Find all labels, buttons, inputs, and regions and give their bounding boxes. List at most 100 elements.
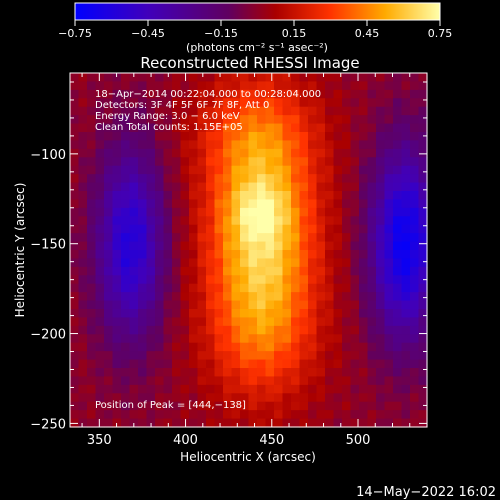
heatmap-cell: [248, 207, 258, 217]
heatmap-cell: [257, 342, 267, 352]
heatmap-cell: [291, 73, 301, 83]
heatmap-cell: [197, 250, 207, 260]
heatmap-cell: [291, 258, 301, 268]
heatmap-cell: [214, 376, 224, 386]
heatmap-cell: [112, 410, 122, 420]
heatmap-cell: [350, 157, 360, 167]
heatmap-cell: [87, 418, 97, 428]
heatmap-cell: [410, 233, 420, 243]
heatmap-cell: [359, 191, 369, 201]
heatmap-cell: [197, 148, 207, 158]
heatmap-cell: [410, 224, 420, 234]
heatmap-cell: [410, 73, 420, 83]
heatmap-cell: [316, 258, 326, 268]
heatmap-cell: [214, 342, 224, 352]
heatmap-cell: [214, 106, 224, 116]
heatmap-cell: [95, 73, 105, 83]
heatmap-cell: [308, 199, 318, 209]
heatmap-cell: [367, 275, 377, 285]
heatmap-cell: [112, 207, 122, 217]
heatmap-cell: [95, 266, 105, 276]
heatmap-cell: [214, 401, 224, 411]
heatmap-cell: [180, 250, 190, 260]
heatmap-cell: [155, 98, 165, 108]
heatmap-cell: [393, 401, 403, 411]
heatmap-cell: [350, 123, 360, 133]
heatmap-cell: [112, 89, 122, 99]
heatmap-cell: [206, 300, 216, 310]
heatmap-cell: [418, 165, 428, 175]
heatmap-cell: [367, 283, 377, 293]
heatmap-cell: [129, 140, 139, 150]
heatmap-cell: [70, 342, 80, 352]
heatmap-cell: [180, 258, 190, 268]
heatmap-cell: [265, 410, 275, 420]
heatmap-cell: [223, 81, 233, 91]
heatmap-cell: [214, 207, 224, 217]
heatmap-cell: [410, 266, 420, 276]
heatmap-cell: [418, 351, 428, 361]
heatmap-cell: [138, 368, 148, 378]
heatmap-cell: [155, 376, 165, 386]
heatmap-cell: [257, 224, 267, 234]
heatmap-cell: [248, 376, 258, 386]
heatmap-cell: [155, 393, 165, 403]
heatmap-cell: [78, 224, 88, 234]
heatmap-cell: [163, 325, 173, 335]
heatmap-cell: [401, 98, 411, 108]
heatmap-cell: [308, 157, 318, 167]
heatmap-cell: [350, 410, 360, 420]
heatmap-cell: [146, 140, 156, 150]
heatmap-cell: [393, 384, 403, 394]
heatmap-cell: [248, 191, 258, 201]
heatmap-cell: [333, 393, 343, 403]
heatmap-cell: [146, 342, 156, 352]
heatmap-cell: [78, 123, 88, 133]
heatmap-cell: [146, 241, 156, 251]
heatmap-cell: [410, 191, 420, 201]
heatmap-cell: [359, 106, 369, 116]
heatmap-cell: [155, 309, 165, 319]
heatmap-cell: [146, 165, 156, 175]
heatmap-cell: [401, 89, 411, 99]
heatmap-cell: [333, 250, 343, 260]
heatmap-cell: [87, 115, 97, 125]
heatmap-cell: [401, 132, 411, 142]
heatmap-cell: [316, 250, 326, 260]
heatmap-image: [70, 73, 428, 428]
heatmap-cell: [333, 140, 343, 150]
heatmap-cell: [112, 182, 122, 192]
heatmap-cell: [163, 106, 173, 116]
heatmap-cell: [240, 300, 250, 310]
heatmap-cell: [299, 393, 309, 403]
heatmap-cell: [350, 106, 360, 116]
heatmap-cell: [70, 250, 80, 260]
heatmap-cell: [206, 89, 216, 99]
heatmap-cell: [78, 191, 88, 201]
heatmap-cell: [418, 384, 428, 394]
heatmap-cell: [308, 351, 318, 361]
heatmap-cell: [325, 199, 335, 209]
heatmap-cell: [163, 140, 173, 150]
heatmap-cell: [189, 182, 199, 192]
heatmap-cell: [376, 233, 386, 243]
heatmap-cell: [189, 401, 199, 411]
heatmap-cell: [206, 410, 216, 420]
heatmap-cell: [308, 410, 318, 420]
heatmap-cell: [155, 275, 165, 285]
heatmap-cell: [214, 98, 224, 108]
heatmap-cell: [121, 148, 131, 158]
heatmap-cell: [78, 182, 88, 192]
heatmap-cell: [410, 207, 420, 217]
heatmap-cell: [265, 132, 275, 142]
y-tick-label: −200: [30, 328, 66, 343]
heatmap-cell: [291, 359, 301, 369]
heatmap-cell: [350, 73, 360, 83]
heatmap-cell: [87, 165, 97, 175]
heatmap-cell: [359, 300, 369, 310]
heatmap-cell: [333, 216, 343, 226]
heatmap-cell: [308, 174, 318, 184]
timestamp: 14−May−2022 16:02: [356, 485, 496, 500]
heatmap-cell: [257, 283, 267, 293]
heatmap-cell: [257, 191, 267, 201]
